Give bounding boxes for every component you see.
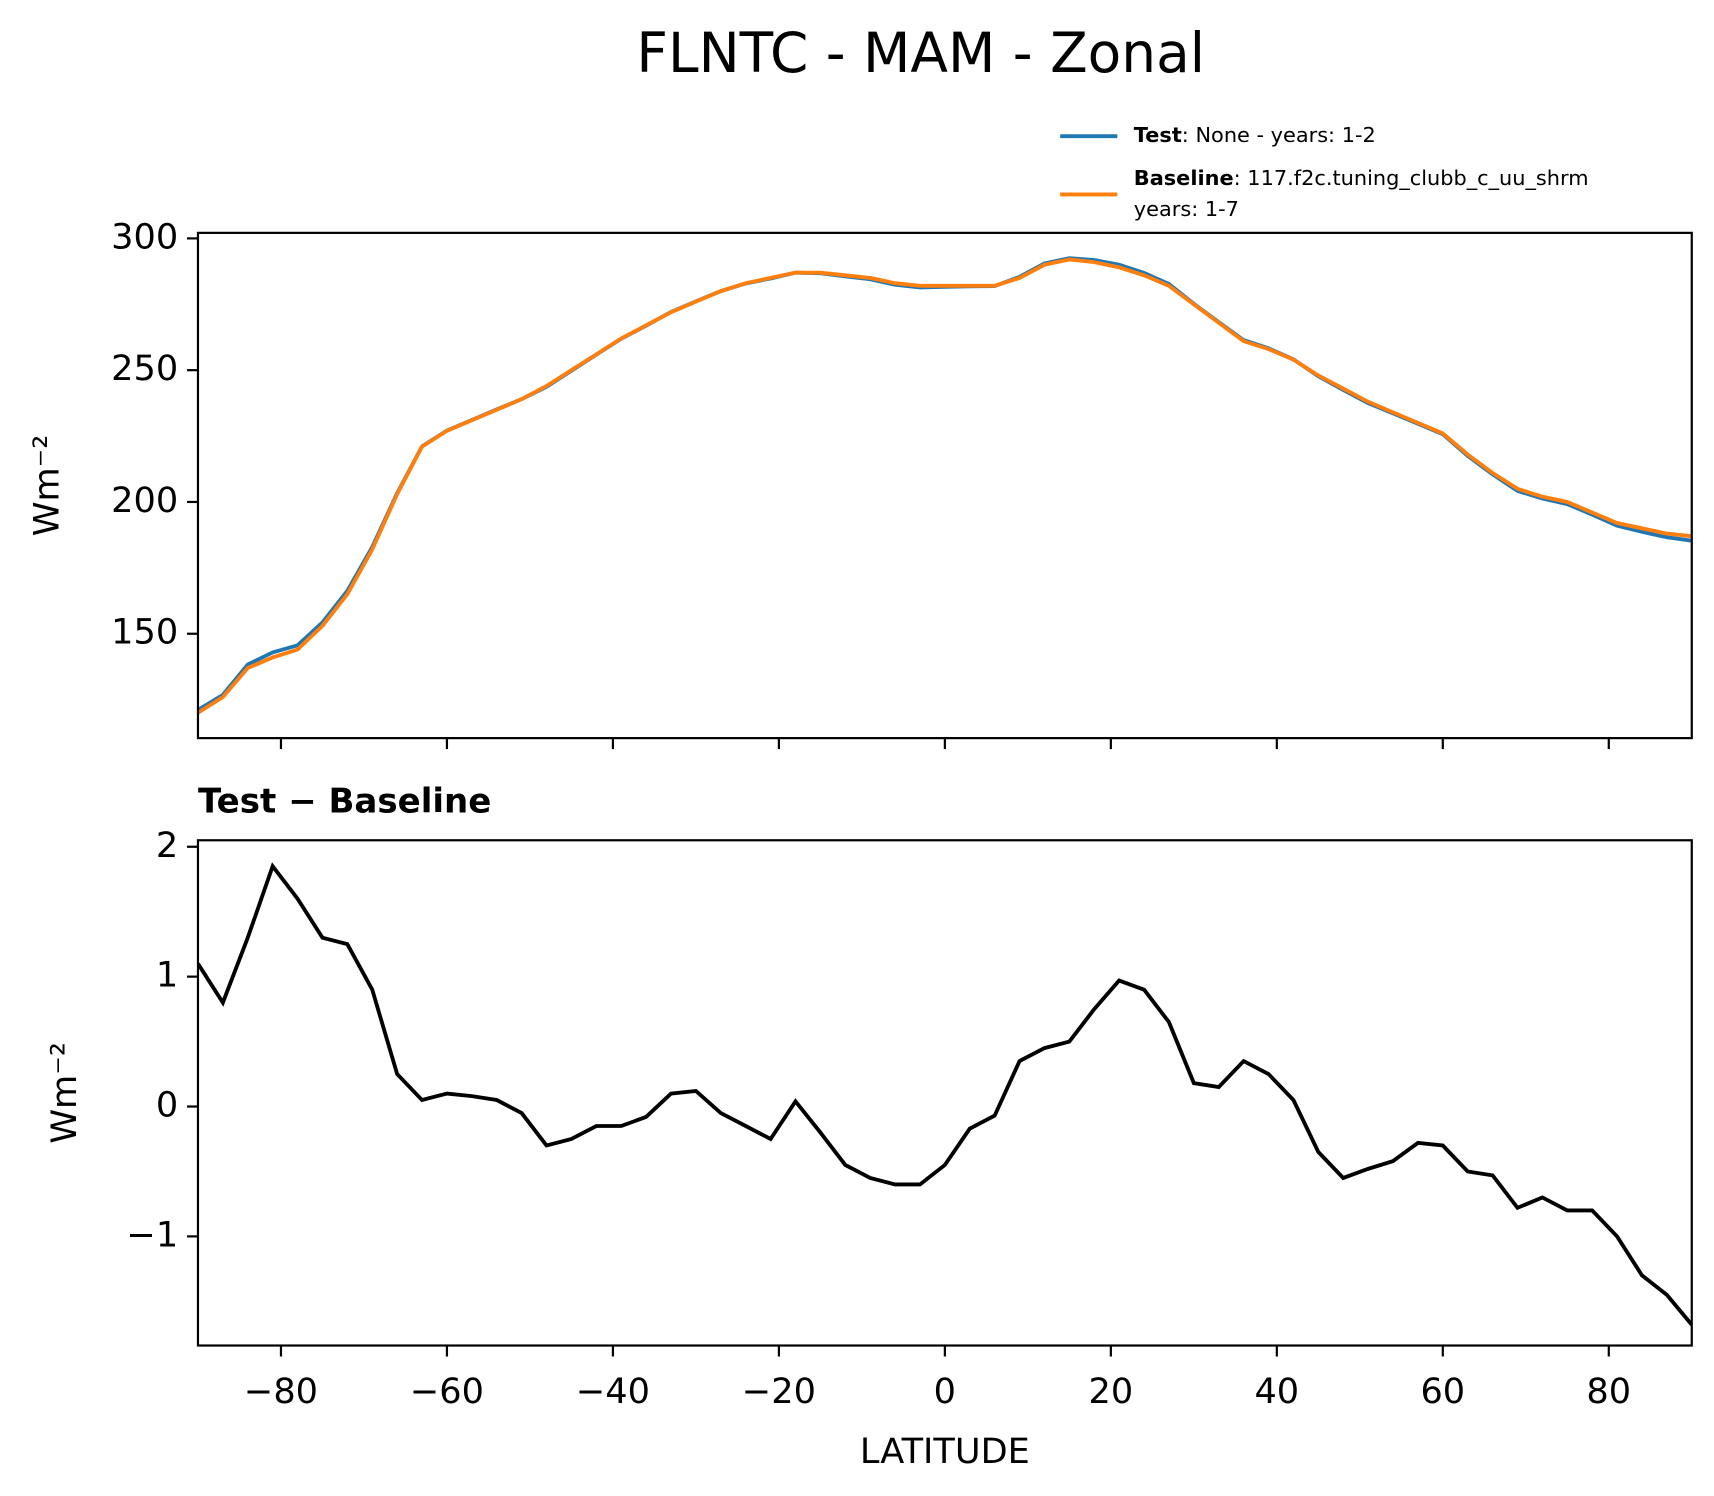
y-tick-label: 300: [111, 216, 178, 257]
y-tick-label: 1: [156, 955, 178, 996]
subplot-title: Test − Baseline: [198, 781, 491, 821]
x-tick-label: 40: [1254, 1371, 1299, 1412]
x-tick-label: 80: [1586, 1371, 1631, 1412]
y-axis-label: Wm⁻²: [44, 1042, 85, 1144]
chart-title: FLNTC - MAM - Zonal: [636, 21, 1205, 85]
legend-description: : 117.f2c.tuning_clubb_c_uu_shrm: [1234, 166, 1589, 191]
x-tick-label: 20: [1088, 1371, 1133, 1412]
x-tick-label: −40: [576, 1371, 650, 1412]
x-tick-label: −60: [410, 1371, 484, 1412]
data-line: [197, 862, 1692, 1326]
y-axis-label: Wm⁻²: [27, 435, 68, 537]
legend-label: Test: None - years: 1-2: [1134, 123, 1376, 147]
x-tick-label: 60: [1420, 1371, 1465, 1412]
y-tick-label: 0: [156, 1085, 178, 1126]
legend-name: Test: [1134, 123, 1182, 147]
x-axis-label: LATITUDE: [860, 1431, 1030, 1472]
x-tick-label: −80: [244, 1371, 318, 1412]
y-tick-label: −1: [126, 1214, 178, 1255]
legend-description: years: 1-7: [1134, 197, 1239, 221]
y-tick-label: 2: [156, 825, 178, 866]
legend-name: Baseline: [1134, 166, 1234, 190]
y-tick-label: 250: [111, 348, 178, 389]
data-line: [197, 257, 1692, 715]
x-tick-label: 0: [934, 1371, 956, 1412]
x-tick-label: −20: [742, 1371, 816, 1412]
legend-label: Baseline: 117.f2c.tuning_clubb_c_uu_shrm: [1134, 166, 1589, 191]
legend-description: : None - years: 1-2: [1182, 123, 1376, 147]
y-tick-label: 150: [111, 612, 178, 653]
y-tick-label: 200: [111, 480, 178, 521]
